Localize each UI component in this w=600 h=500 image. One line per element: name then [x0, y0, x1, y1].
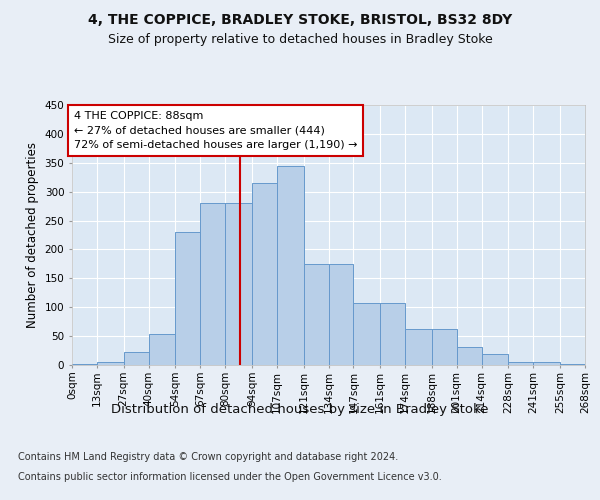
Text: Distribution of detached houses by size in Bradley Stoke: Distribution of detached houses by size …: [111, 402, 489, 415]
Bar: [405, 328, 432, 365]
Bar: [432, 328, 457, 365]
Bar: [482, 354, 508, 365]
Bar: [149, 334, 175, 365]
Bar: [353, 302, 380, 365]
Text: 4, THE COPPICE, BRADLEY STOKE, BRISTOL, BS32 8DY: 4, THE COPPICE, BRADLEY STOKE, BRISTOL, …: [88, 12, 512, 26]
Bar: [252, 183, 277, 365]
Bar: [533, 362, 560, 365]
Text: 4 THE COPPICE: 88sqm
← 27% of detached houses are smaller (444)
72% of semi-deta: 4 THE COPPICE: 88sqm ← 27% of detached h…: [74, 111, 358, 150]
Text: Contains HM Land Registry data © Crown copyright and database right 2024.: Contains HM Land Registry data © Crown c…: [18, 452, 398, 462]
Bar: [304, 264, 329, 365]
Bar: [508, 362, 533, 365]
Y-axis label: Number of detached properties: Number of detached properties: [26, 142, 39, 328]
Text: Contains public sector information licensed under the Open Government Licence v3: Contains public sector information licen…: [18, 472, 442, 482]
Bar: [560, 364, 585, 365]
Text: Size of property relative to detached houses in Bradley Stoke: Size of property relative to detached ho…: [107, 32, 493, 46]
Bar: [175, 232, 200, 365]
Bar: [277, 166, 304, 365]
Bar: [72, 364, 97, 365]
Bar: [97, 362, 124, 365]
Bar: [380, 302, 405, 365]
Bar: [457, 346, 482, 365]
Bar: [329, 264, 353, 365]
Bar: [225, 203, 252, 365]
Bar: [124, 352, 149, 365]
Bar: [200, 203, 225, 365]
